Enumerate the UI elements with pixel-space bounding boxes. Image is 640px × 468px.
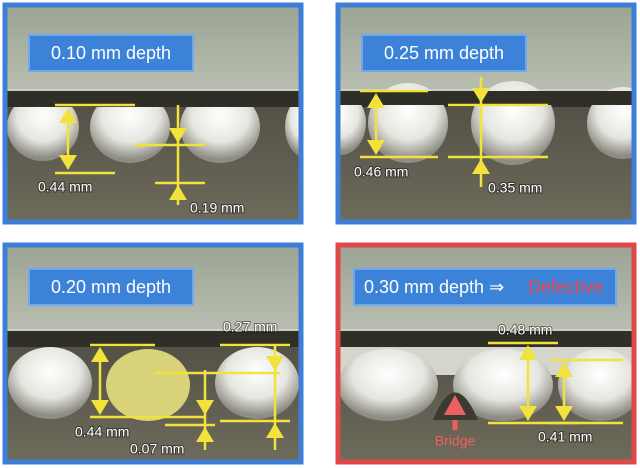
panel: 0.20 mm depth 0.27 mm 0.44 mm 0.07 mm bbox=[2, 242, 304, 465]
decoration bbox=[472, 159, 490, 174]
decoration bbox=[472, 88, 490, 103]
decoration bbox=[367, 93, 385, 108]
decoration bbox=[444, 395, 466, 415]
decoration bbox=[338, 91, 634, 105]
decoration bbox=[28, 34, 194, 72]
panel-title: 0.10 mm depth bbox=[51, 43, 171, 63]
measurement: 0.07 mm bbox=[130, 441, 184, 457]
decoration bbox=[106, 349, 190, 421]
decoration bbox=[587, 87, 634, 159]
measurement: 0.27 mm bbox=[223, 319, 277, 335]
annotation: Bridge bbox=[435, 433, 476, 449]
measurement: 0.44 mm bbox=[75, 424, 129, 440]
panel: 0.10 mm depth 0.44 mm 0.19 mm bbox=[2, 2, 304, 225]
decoration bbox=[169, 185, 187, 200]
decoration bbox=[196, 427, 214, 442]
decoration bbox=[519, 406, 537, 421]
panel: 0.30 mm depth ⇒ Defective 0.48 mm 0.41 m… bbox=[335, 242, 637, 465]
decoration bbox=[2, 242, 304, 465]
status: Defective bbox=[528, 277, 603, 297]
decoration bbox=[367, 140, 385, 155]
decoration bbox=[215, 347, 299, 419]
measurement: 0.41 mm bbox=[538, 429, 592, 445]
decoration bbox=[338, 331, 634, 347]
decoration bbox=[5, 331, 301, 347]
decoration bbox=[558, 349, 634, 421]
decoration bbox=[519, 345, 537, 360]
decoration bbox=[169, 128, 187, 143]
decoration bbox=[285, 97, 301, 157]
panel: 0.25 mm depth 0.46 mm 0.35 mm bbox=[335, 2, 637, 225]
decoration bbox=[8, 347, 92, 419]
decoration bbox=[28, 268, 194, 306]
decoration bbox=[555, 406, 573, 421]
decoration bbox=[361, 34, 527, 72]
decoration bbox=[59, 155, 77, 170]
panel-title: 0.25 mm depth bbox=[384, 43, 504, 63]
measurement: 0.46 mm bbox=[354, 164, 408, 180]
decoration bbox=[2, 2, 304, 225]
decoration bbox=[196, 400, 214, 415]
panel-title: 0.20 mm depth bbox=[51, 277, 171, 297]
decoration bbox=[338, 91, 366, 155]
decoration bbox=[335, 2, 637, 225]
decoration bbox=[266, 423, 284, 438]
decoration bbox=[5, 91, 301, 107]
measurement: 0.48 mm bbox=[498, 322, 552, 338]
decoration bbox=[91, 400, 109, 415]
measurement: 0.35 mm bbox=[488, 180, 542, 196]
panel-title: 0.30 mm depth ⇒ bbox=[364, 277, 504, 297]
measurement: 0.19 mm bbox=[190, 200, 244, 216]
decoration bbox=[353, 268, 617, 306]
decoration bbox=[335, 242, 637, 465]
measurement: 0.44 mm bbox=[38, 179, 92, 195]
decoration bbox=[555, 362, 573, 377]
decoration bbox=[338, 349, 438, 421]
decoration bbox=[338, 5, 634, 222]
decoration bbox=[266, 356, 284, 371]
decoration bbox=[91, 347, 109, 362]
decoration bbox=[7, 93, 79, 161]
decoration bbox=[59, 108, 77, 123]
